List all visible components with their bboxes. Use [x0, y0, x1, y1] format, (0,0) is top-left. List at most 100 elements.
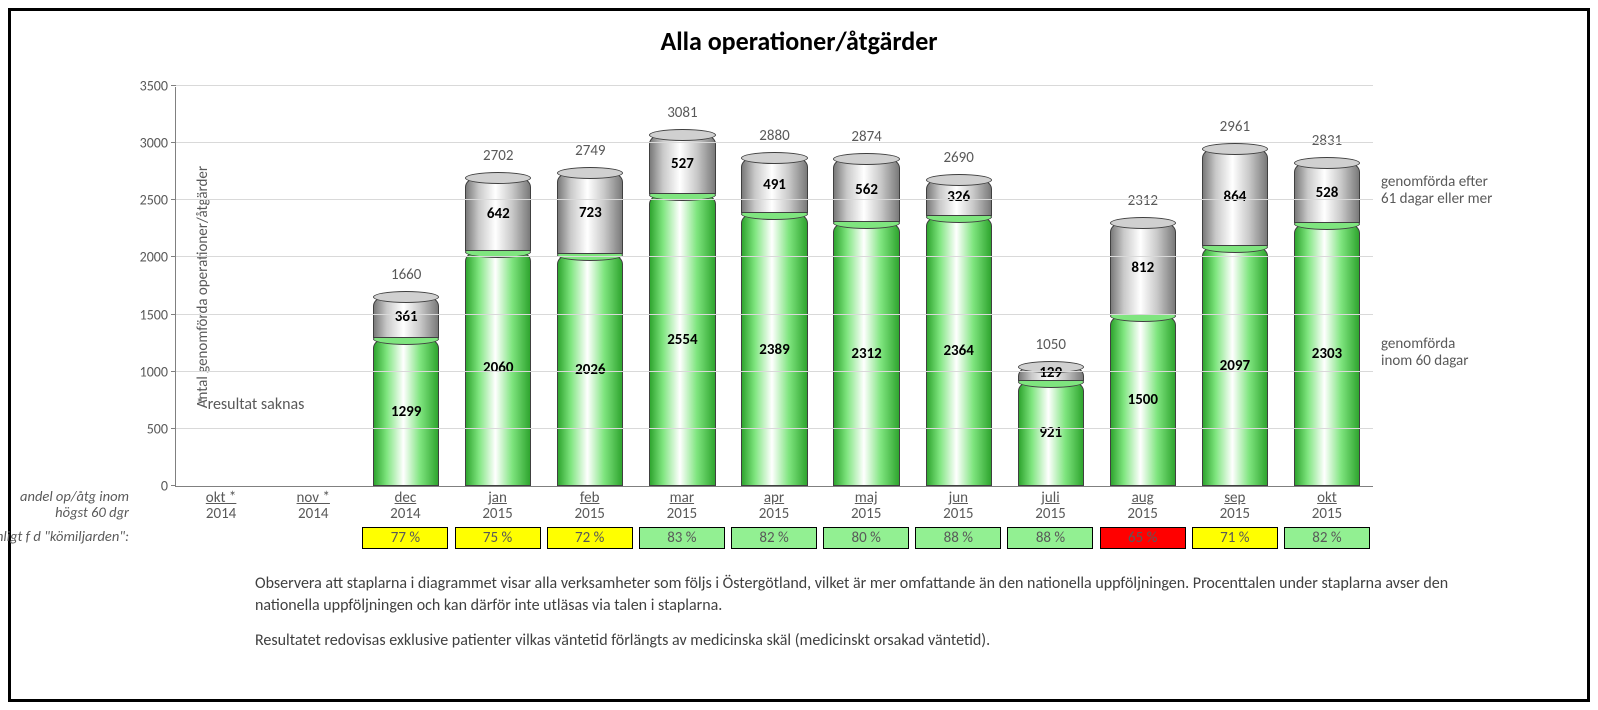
grid-line: [176, 256, 1373, 257]
bar-segment-after-61: [741, 157, 807, 213]
x-label-year: 2015: [1004, 505, 1096, 523]
percent-cell: 83 %: [636, 527, 728, 549]
bar-segment-after-61: [557, 172, 623, 255]
percent-cell: 72 %: [544, 527, 636, 549]
bar-total-label: 1050: [1018, 336, 1084, 354]
x-label-year: 2014: [267, 505, 359, 523]
x-label-year: 2015: [1281, 505, 1373, 523]
percent-badge: 77 %: [362, 527, 448, 549]
percent-badge: 82 %: [1284, 527, 1370, 549]
x-label-year: 2014: [175, 505, 267, 523]
percent-badge: 82 %: [731, 527, 817, 549]
bar-slot: 23125622874: [821, 87, 913, 486]
footnote-2: Resultatet redovisas exklusive patienter…: [255, 630, 1513, 652]
legend-label-within-60: genomfördainom 60 dagar: [1381, 336, 1567, 371]
row-left-label-3: enligt f d "kömiljarden":: [0, 529, 135, 545]
chart-area: Antal genomförda operationer/åtgärder 12…: [135, 67, 1373, 487]
bar-slot: 9211291050: [1005, 87, 1097, 486]
percent-cell: 82 %: [1281, 527, 1373, 549]
bar-slot: 20978642961: [1189, 87, 1281, 486]
x-axis-rows: andel op/åtg inom okt *nov *decjanfebmar…: [135, 489, 1373, 549]
percent-cell: 77 %: [359, 527, 451, 549]
y-tick-label: 3000: [128, 135, 168, 152]
x-label-year: 2015: [451, 505, 543, 523]
x-label-year: 2015: [1097, 505, 1189, 523]
bar-segment-within-60: [741, 213, 807, 486]
bar-slot: [268, 87, 360, 486]
percent-badge: 65 %: [1100, 527, 1186, 549]
percent-badge: 72 %: [547, 527, 633, 549]
grid-line: [176, 314, 1373, 315]
bar-segment-within-60: [833, 222, 899, 486]
bar-segment-within-60: [649, 194, 715, 486]
percent-badge: 88 %: [915, 527, 1001, 549]
percent-badge: 75 %: [455, 527, 541, 549]
bar-slot: 23035282831: [1281, 87, 1373, 486]
missing-data-note: * resultat saknas: [196, 395, 304, 414]
bar-segment-within-60: [373, 338, 439, 486]
bar-total-label: 1660: [373, 266, 439, 284]
bar-segment-within-60: [1202, 246, 1268, 486]
percent-cell: 88 %: [1004, 527, 1096, 549]
bar-total-label: 2702: [465, 147, 531, 165]
bar-slot: 20267232749: [544, 87, 636, 486]
percent-cell: 80 %: [820, 527, 912, 549]
grid-line: [176, 371, 1373, 372]
bar-segment-after-61: [926, 179, 992, 216]
y-tick-mark: [171, 314, 176, 315]
grid-line: [176, 142, 1373, 143]
bar-segment-within-60: [465, 251, 531, 486]
x-label-year: 2015: [820, 505, 912, 523]
y-tick-label: 1500: [128, 306, 168, 323]
bars-container: 1299361166020606422702202672327492554527…: [176, 87, 1373, 486]
percent-cell: 65 %: [1097, 527, 1189, 549]
percent-badge: 88 %: [1007, 527, 1093, 549]
x-label-year: 2015: [912, 505, 1004, 523]
y-tick-mark: [171, 428, 176, 429]
row-years: högst 60 dgr 201420142014201520152015201…: [135, 505, 1373, 523]
chart-frame: Alla operationer/åtgärder Antal genomför…: [8, 8, 1590, 702]
y-tick-mark: [171, 371, 176, 372]
bar-segment-after-61: [1202, 148, 1268, 247]
percent-cell: 82 %: [728, 527, 820, 549]
bar-segment-after-61: [1018, 366, 1084, 381]
bar-total-label: 3081: [649, 104, 715, 122]
y-tick-label: 1000: [128, 363, 168, 380]
percent-cell: 71 %: [1189, 527, 1281, 549]
bar-segment-after-61: [465, 177, 531, 250]
y-tick-label: 2000: [128, 249, 168, 266]
bar-segment-after-61: [833, 158, 899, 222]
y-tick-label: 500: [128, 420, 168, 437]
bar-slot: [176, 87, 268, 486]
page: Alla operationer/åtgärder Antal genomför…: [0, 0, 1598, 710]
percent-badge: 71 %: [1192, 527, 1278, 549]
bar-slot: 23643262690: [913, 87, 1005, 486]
percent-cell: [267, 527, 359, 549]
x-label-year: 2015: [1189, 505, 1281, 523]
grid-line: [176, 199, 1373, 200]
bar-segment-after-61: [1110, 222, 1176, 315]
bar-segment-within-60: [1294, 223, 1360, 486]
bar-slot: 12993611660: [360, 87, 452, 486]
y-tick-mark: [171, 85, 176, 86]
bar-segment-within-60: [1110, 315, 1176, 486]
row-left-label-2: högst 60 dgr: [0, 505, 135, 521]
y-tick-label: 2500: [128, 192, 168, 209]
bar-segment-after-61: [373, 296, 439, 337]
y-tick-mark: [171, 485, 176, 486]
percent-cell: [175, 527, 267, 549]
plot-area: Antal genomförda operationer/åtgärder 12…: [175, 87, 1373, 487]
percent-badge: 83 %: [639, 527, 725, 549]
bar-segment-within-60: [1018, 381, 1084, 486]
y-tick-mark: [171, 256, 176, 257]
bar-total-label: 2312: [1110, 192, 1176, 210]
grid-line: [176, 85, 1373, 86]
footnote-1: Observera att staplarna i diagrammet vis…: [255, 573, 1513, 616]
bar-slot: 25545273081: [636, 87, 728, 486]
footer-notes: Observera att staplarna i diagrammet vis…: [255, 573, 1513, 652]
y-tick-mark: [171, 199, 176, 200]
bar-segment-after-61: [1294, 162, 1360, 222]
row-percent: enligt f d "kömiljarden": 77 %75 %72 %83…: [135, 527, 1373, 549]
x-label-year: 2014: [359, 505, 451, 523]
percent-cell: 88 %: [912, 527, 1004, 549]
